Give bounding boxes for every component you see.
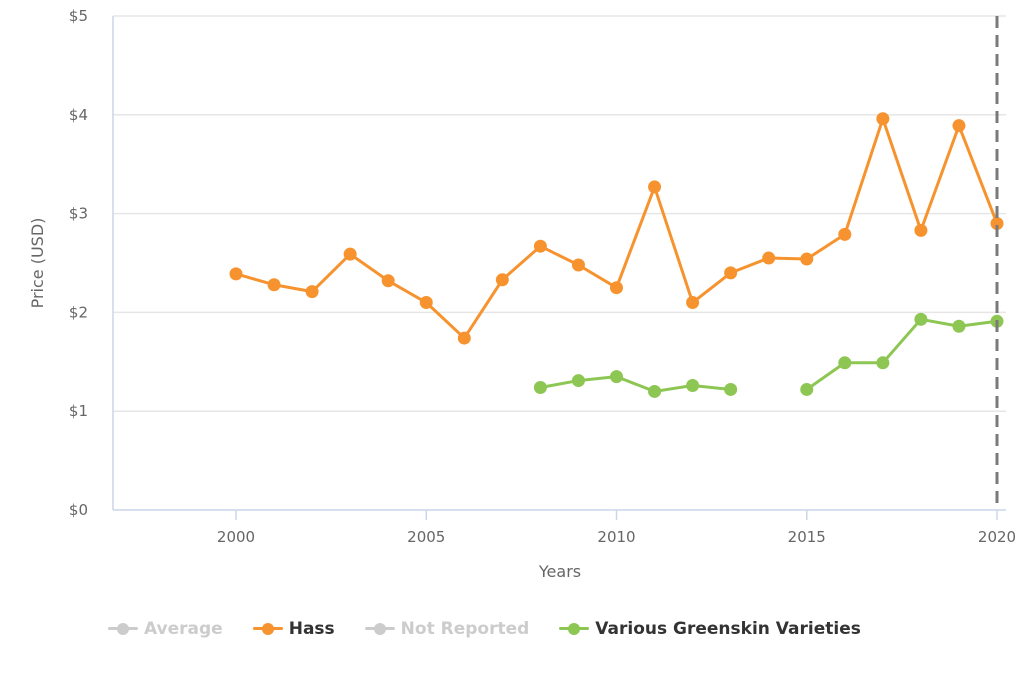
data-point[interactable] bbox=[381, 274, 395, 288]
data-point[interactable] bbox=[571, 374, 585, 388]
data-point[interactable] bbox=[952, 319, 966, 333]
data-point[interactable] bbox=[495, 273, 509, 287]
series-line bbox=[805, 317, 998, 391]
data-point[interactable] bbox=[457, 331, 471, 345]
y-tick-label: $2 bbox=[69, 303, 88, 321]
x-tick-label: 2015 bbox=[788, 528, 826, 546]
legend-label: Average bbox=[144, 619, 223, 639]
data-point[interactable] bbox=[914, 223, 928, 237]
data-point[interactable] bbox=[267, 278, 281, 292]
data-point[interactable] bbox=[533, 380, 547, 394]
legend-marker-icon bbox=[559, 622, 590, 636]
y-tick-label: $3 bbox=[69, 205, 88, 223]
series-group bbox=[229, 112, 1004, 398]
x-tick-label: 2010 bbox=[597, 528, 635, 546]
axes bbox=[112, 16, 1006, 520]
data-point[interactable] bbox=[838, 227, 852, 241]
data-point[interactable] bbox=[800, 252, 814, 266]
data-point[interactable] bbox=[876, 112, 890, 126]
legend-item-hass[interactable]: Hass bbox=[252, 619, 335, 639]
y-tick-label: $1 bbox=[69, 402, 88, 420]
series-hass bbox=[229, 112, 1004, 345]
series-line bbox=[235, 117, 999, 340]
data-point[interactable] bbox=[533, 239, 547, 253]
data-point[interactable] bbox=[648, 180, 662, 194]
data-point[interactable] bbox=[686, 379, 700, 393]
series-line bbox=[540, 375, 731, 393]
x-axis-title: Years bbox=[538, 562, 581, 581]
y-axis-title: Price (USD) bbox=[28, 218, 47, 309]
y-tick-label: $4 bbox=[69, 106, 88, 124]
data-point[interactable] bbox=[914, 312, 928, 326]
legend-marker-icon bbox=[108, 622, 138, 636]
legend-label: Various Greenskin Varieties bbox=[595, 619, 861, 639]
legend-label: Not Reported bbox=[400, 619, 530, 639]
x-axis-labels: 2000 2005 2010 2015 2020 bbox=[217, 528, 1016, 546]
data-point[interactable] bbox=[838, 356, 852, 370]
x-tick-label: 2000 bbox=[217, 528, 255, 546]
legend-item-various-greenskin-varieties[interactable]: Various Greenskin Varieties bbox=[559, 619, 861, 639]
legend-item-not-reported[interactable]: Not Reported bbox=[364, 619, 530, 639]
series-various-greenskin-varieties bbox=[533, 312, 1004, 398]
y-tick-label: $0 bbox=[69, 501, 88, 519]
data-point[interactable] bbox=[686, 296, 700, 310]
data-point[interactable] bbox=[762, 251, 776, 265]
legend-marker-icon bbox=[364, 622, 395, 636]
data-point[interactable] bbox=[305, 285, 319, 299]
x-tick-label: 2005 bbox=[407, 528, 445, 546]
data-point[interactable] bbox=[876, 356, 890, 370]
legend-label: Hass bbox=[288, 619, 335, 639]
data-point[interactable] bbox=[610, 281, 623, 295]
x-tick-label: 2020 bbox=[978, 528, 1016, 546]
data-point[interactable] bbox=[343, 247, 357, 261]
data-point[interactable] bbox=[800, 382, 814, 396]
data-point[interactable] bbox=[724, 266, 738, 280]
data-point[interactable] bbox=[990, 216, 1004, 230]
grid-lines bbox=[113, 15, 1006, 412]
data-point[interactable] bbox=[724, 382, 738, 396]
data-point[interactable] bbox=[952, 119, 966, 133]
data-point[interactable] bbox=[648, 384, 662, 398]
data-point[interactable] bbox=[419, 296, 433, 310]
legend-marker-icon bbox=[252, 622, 283, 636]
line-chart: $0 $1 $2 $3 $4 $5 2000 2005 2010 2015 2020 Price … bbox=[28, 7, 1016, 581]
data-point[interactable] bbox=[610, 370, 623, 384]
data-point[interactable] bbox=[571, 258, 585, 272]
legend: Average Hass Not Reported Various Greenskin… bbox=[108, 619, 891, 639]
legend-item-average[interactable]: Average bbox=[108, 619, 223, 639]
y-axis-labels: $0 $1 $2 $3 $4 $5 bbox=[69, 7, 88, 519]
data-point[interactable] bbox=[229, 267, 243, 281]
y-tick-label: $5 bbox=[69, 7, 88, 25]
